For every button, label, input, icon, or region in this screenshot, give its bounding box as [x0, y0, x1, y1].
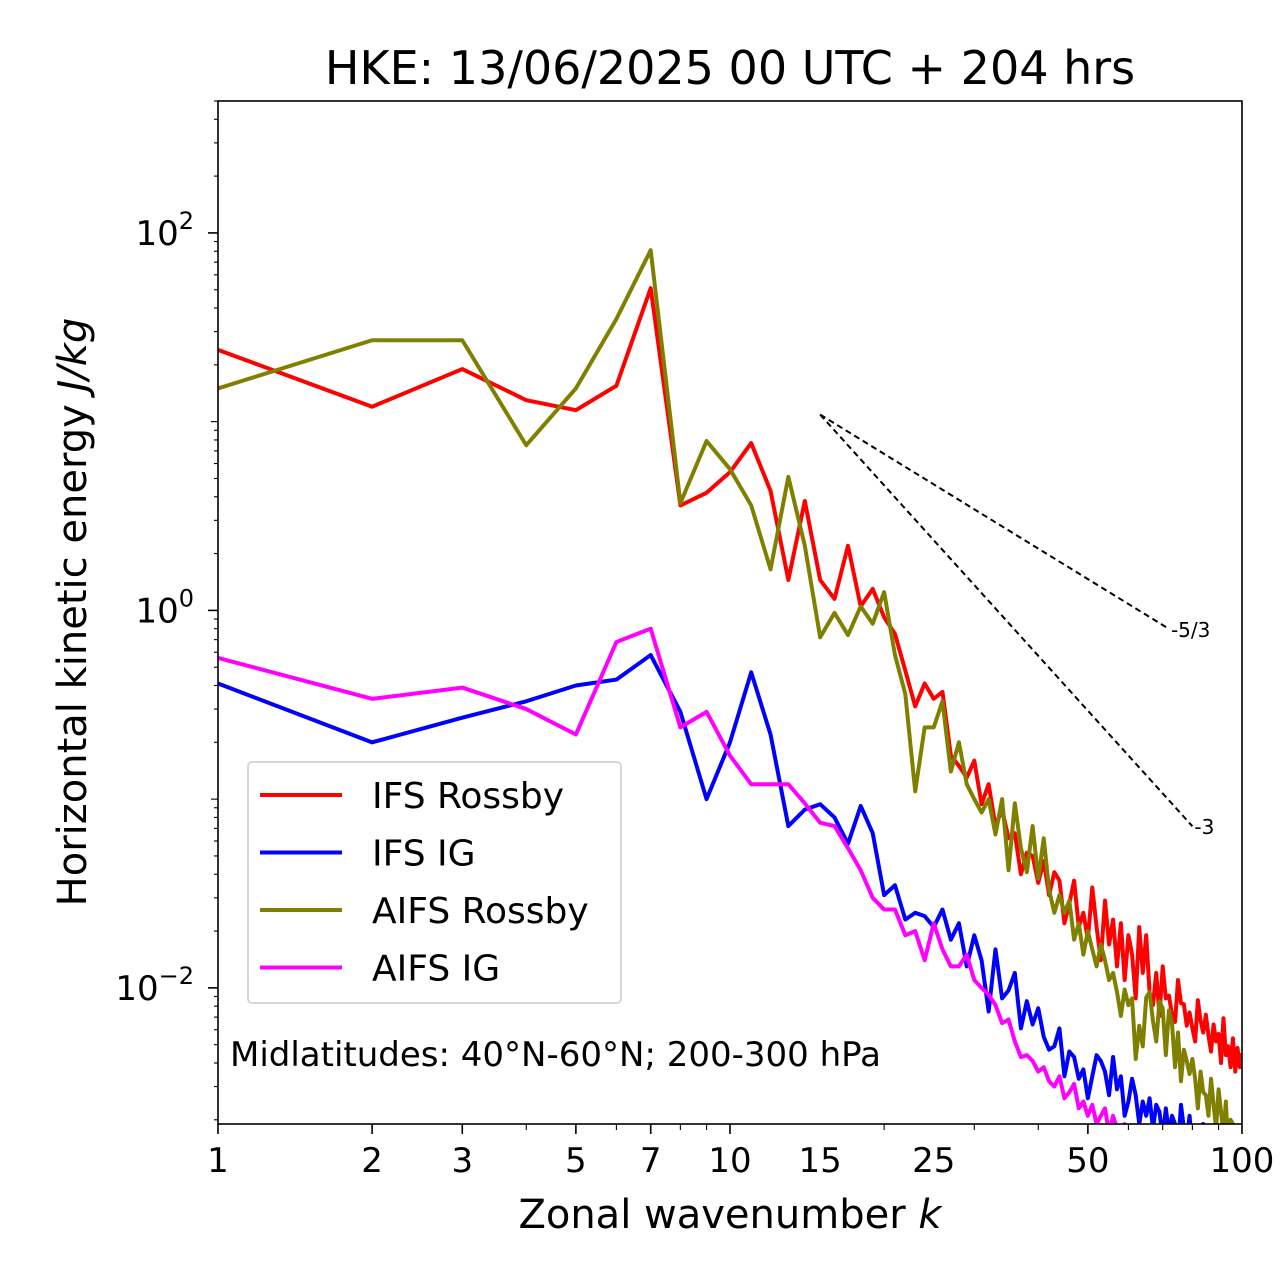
legend-label: IFS IG	[372, 834, 476, 875]
x-tick-label: 1	[207, 1141, 229, 1181]
y-tick-label-exponent: −2	[159, 962, 194, 990]
y-tick-label-exponent: 0	[179, 584, 194, 612]
y-tick-label: 100	[135, 584, 194, 631]
y-tick-label-base: 10	[135, 214, 178, 254]
legend-box	[247, 761, 622, 1004]
legend-label: IFS Rossby	[372, 776, 564, 817]
x-tick-label: 5	[565, 1141, 587, 1181]
series-line	[218, 248, 1235, 1124]
series-line	[218, 626, 1127, 1124]
legend-label: AIFS IG	[372, 949, 500, 990]
x-tick-label: 15	[799, 1141, 842, 1181]
chart-title: HKE: 13/06/2025 00 UTC + 204 hrs	[325, 41, 1135, 95]
series-line	[218, 286, 1242, 1074]
x-axis-label: Zonal wavenumber k	[518, 1192, 943, 1238]
plot-frame	[217, 100, 1243, 1125]
x-tick-label: 25	[912, 1141, 955, 1181]
x-tick-labels: 1 2 3 5 7 10 15 25 50 100	[207, 1141, 1274, 1181]
y-axis-label-symbol: J/kg	[50, 318, 96, 399]
x-axis-label-text: Zonal wavenumber	[518, 1192, 918, 1238]
y-tick-label: 10−2	[115, 962, 194, 1009]
x-tick-label: 100	[1210, 1141, 1275, 1181]
reference-slope-label: -5/3	[1171, 618, 1210, 642]
reference-labels: -5/3 -3	[1171, 618, 1214, 839]
series-lines	[218, 248, 1242, 1124]
x-tick-label: 7	[640, 1141, 662, 1181]
x-tick-label: 10	[708, 1141, 751, 1181]
y-tick-label-base: 10	[115, 969, 158, 1009]
reference-lines	[819, 413, 1194, 827]
y-tick-label-base: 10	[135, 591, 178, 631]
y-tick-label-exponent: 2	[179, 207, 194, 235]
reference-slope-label: -3	[1194, 815, 1214, 839]
region-annotation: Midlatitudes: 40°N-60°N; 200-300 hPa	[230, 1035, 881, 1075]
legend-label: AIFS Rossby	[372, 891, 589, 932]
y-tick-label: 102	[135, 207, 194, 254]
reference-slope-line	[819, 413, 1170, 630]
y-axis-label-text: Horizontal kinetic energy	[50, 392, 96, 907]
legend: IFS Rossby IFS IG AIFS Rossby AIFS IG	[247, 761, 622, 1004]
y-axis-label: Horizontal kinetic energy J/kg	[50, 318, 96, 907]
reference-slope-line	[819, 413, 1194, 827]
series-line	[218, 653, 1206, 1124]
x-axis-label-symbol: k	[918, 1192, 943, 1238]
x-tick-label: 50	[1066, 1141, 1109, 1181]
x-tick-label: 3	[451, 1141, 473, 1181]
x-tick-label: 2	[361, 1141, 383, 1181]
